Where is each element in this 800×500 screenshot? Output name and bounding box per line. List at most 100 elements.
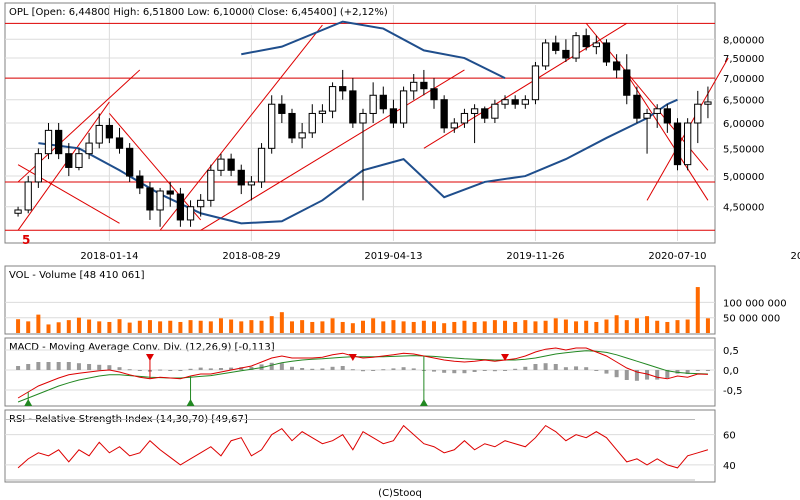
volume-bar xyxy=(279,312,284,333)
volume-bar xyxy=(178,321,183,333)
candle-body xyxy=(318,110,327,114)
volume-bar xyxy=(411,321,416,333)
volume-bar xyxy=(513,321,518,333)
candle-body xyxy=(582,35,590,48)
candle-body xyxy=(521,99,529,105)
candle-body xyxy=(339,86,347,92)
macd-histogram-bar xyxy=(56,362,61,370)
volume-bar xyxy=(381,321,386,333)
volume-bar xyxy=(563,319,568,333)
macd-histogram-bar xyxy=(655,370,660,380)
candle-body xyxy=(531,65,540,101)
volume-bar xyxy=(553,318,558,333)
macd-histogram-bar xyxy=(137,370,142,371)
candle-body xyxy=(389,108,398,124)
candle-body xyxy=(694,103,702,124)
volume-bar xyxy=(76,317,81,333)
volume-bar xyxy=(614,315,619,333)
volume-bar xyxy=(361,320,365,333)
volume-bar xyxy=(472,321,477,333)
macd-histogram-bar xyxy=(472,370,477,372)
candle-body xyxy=(379,94,387,110)
candle-body xyxy=(75,153,83,168)
macd-histogram-bar xyxy=(107,365,112,370)
price-tick-label: 7,50000 xyxy=(723,54,764,65)
macd-histogram-bar xyxy=(300,368,305,370)
candle-body xyxy=(288,112,296,139)
rsi-line xyxy=(17,424,709,469)
macd-histogram-bar xyxy=(239,367,244,370)
macd-histogram-bar xyxy=(563,367,568,370)
volume-bar xyxy=(168,320,173,333)
macd-histogram-bar xyxy=(432,370,437,372)
candle-body xyxy=(146,187,154,211)
macd-histogram-bar xyxy=(249,366,254,370)
candle-body xyxy=(298,132,306,139)
volume-bar xyxy=(147,320,152,333)
volume-bar xyxy=(117,319,122,333)
candle-body xyxy=(126,147,134,177)
macd-histogram-bar xyxy=(594,370,599,371)
candle-body xyxy=(359,112,367,124)
candle-body xyxy=(683,122,692,166)
candle-body xyxy=(602,42,611,63)
volume-bar xyxy=(645,316,650,333)
macd-histogram-bar xyxy=(614,370,619,378)
rsi-tick-label: 40 xyxy=(723,461,736,472)
volume-panel-frame xyxy=(4,265,716,335)
macd-histogram-bar xyxy=(158,369,163,371)
volume-bar xyxy=(695,287,700,333)
candle-body xyxy=(227,158,235,171)
macd-histogram-bar xyxy=(188,368,193,370)
volume-bar xyxy=(239,321,244,333)
macd-histogram-bar xyxy=(168,370,173,371)
candle-body xyxy=(105,124,114,139)
macd-histogram-bar xyxy=(350,369,355,371)
candle-body xyxy=(623,69,631,96)
candle-body xyxy=(653,108,661,114)
volume-bar xyxy=(137,320,142,333)
volume-bar xyxy=(188,320,193,333)
macd-panel-title: MACD - Moving Average Conv. Div. (12,26,… xyxy=(9,342,275,353)
candle-body xyxy=(65,153,73,168)
price-tick-label: 6,00000 xyxy=(723,119,764,130)
volume-bar xyxy=(655,320,660,333)
volume-bar xyxy=(533,321,538,333)
volume-bar xyxy=(300,320,305,333)
candle-body xyxy=(460,112,469,124)
volume-bar xyxy=(198,320,203,333)
candle-body xyxy=(673,122,682,166)
volume-bar xyxy=(391,320,396,333)
volume-bar xyxy=(46,324,51,333)
macd-histogram-bar xyxy=(269,362,274,370)
candle-body xyxy=(369,94,377,114)
macd-histogram-bar xyxy=(685,370,690,374)
macd-histogram-bar xyxy=(16,366,21,370)
macd-histogram-bar xyxy=(127,369,132,371)
macd-histogram-bar xyxy=(533,364,538,370)
volume-bar xyxy=(442,323,447,333)
candle-body xyxy=(450,122,458,129)
macd-histogram-bar xyxy=(705,370,710,371)
price-tick-label: 5,50000 xyxy=(723,144,764,155)
buy-signal-marker xyxy=(419,399,428,406)
macd-histogram-bar xyxy=(584,367,589,370)
volume-bar xyxy=(229,319,234,333)
macd-tick-label: -0,5 xyxy=(723,386,743,397)
macd-histogram-bar xyxy=(279,363,284,370)
macd-histogram-bar xyxy=(523,366,528,370)
macd-histogram-bar xyxy=(46,362,51,370)
sell-signal-marker xyxy=(348,354,357,361)
candle-body xyxy=(572,35,580,59)
macd-histogram-bar xyxy=(503,370,508,371)
macd-histogram-bar xyxy=(462,370,467,374)
price-tick-label: 8,00000 xyxy=(723,35,764,46)
macd-histogram-bar xyxy=(117,367,122,370)
macd-line xyxy=(17,347,708,399)
candle-body xyxy=(410,81,418,92)
candle-body xyxy=(663,108,671,124)
candle-body xyxy=(328,86,337,112)
candle-body xyxy=(704,101,712,105)
macd-histogram-bar xyxy=(411,368,416,370)
trend-line xyxy=(17,101,110,231)
